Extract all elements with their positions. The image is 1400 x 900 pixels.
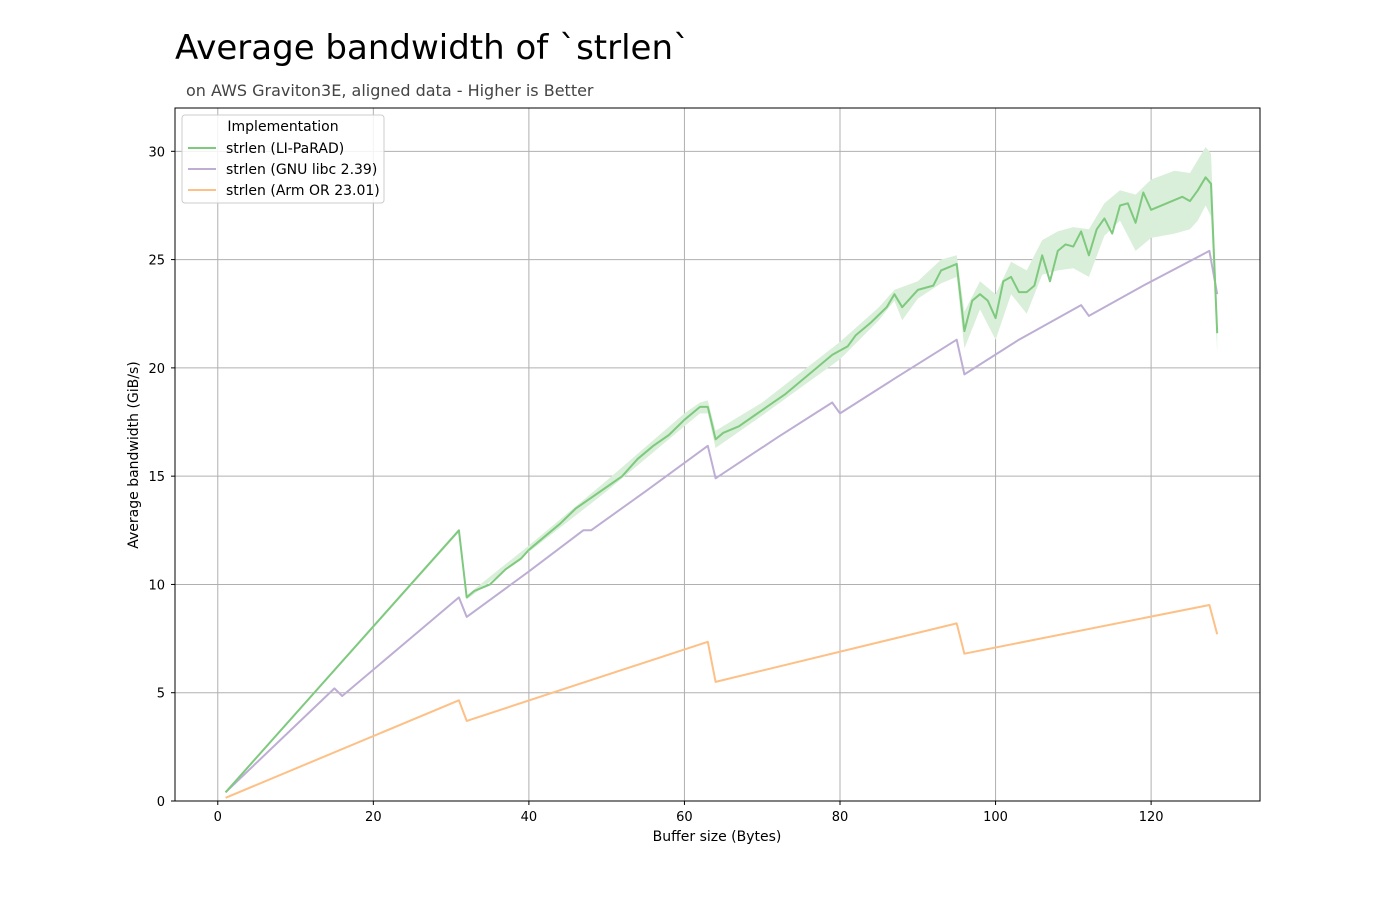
x-axis-label: Buffer size (Bytes) (653, 829, 782, 845)
legend-label-gnu-libc: strlen (GNU libc 2.39) (226, 162, 377, 178)
x-tick-label: 40 (521, 810, 538, 825)
x-tick-label: 100 (983, 810, 1008, 825)
chart-subtitle: on AWS Graviton3E, aligned data - Higher… (186, 81, 594, 100)
confidence-band (225, 147, 1218, 794)
y-tick-label: 5 (157, 687, 165, 702)
x-tick-label: 60 (676, 810, 693, 825)
plot-frame (174, 107, 1261, 802)
y-tick-label: 0 (157, 795, 165, 810)
y-tick-label: 25 (148, 254, 165, 269)
li-parad-confidence-band (225, 147, 1218, 794)
legend-box (181, 114, 385, 204)
x-tick-label: 120 (1139, 810, 1164, 825)
series-lines (224, 176, 1219, 799)
y-axis-ticks: 0 5 10 15 20 25 30 (148, 145, 175, 810)
legend-title: Implementation (227, 119, 338, 135)
series-line-gnu-libc (224, 249, 1219, 794)
y-axis-label: Average bandwidth (GiB/s) (126, 361, 142, 548)
y-tick-label: 15 (148, 470, 165, 485)
y-tick-label: 20 (148, 362, 165, 377)
x-axis-ticks: 0 20 40 60 80 100 120 (214, 801, 1164, 825)
y-tick-label: 30 (148, 145, 165, 160)
legend-label-arm-or: strlen (Arm OR 23.01) (226, 183, 380, 199)
legend-label-li-parad: strlen (LI-PaRAD) (226, 141, 344, 157)
series-line-li-parad (224, 176, 1219, 793)
chart-title: Average bandwidth of `strlen` (175, 28, 691, 68)
series-line-arm-or (225, 604, 1219, 799)
grid-lines (175, 108, 1260, 802)
x-tick-label: 80 (832, 810, 849, 825)
legend: Implementation strlen (LI-PaRAD) strlen … (181, 114, 385, 204)
x-tick-label: 0 (214, 810, 222, 825)
x-tick-label: 20 (365, 810, 382, 825)
y-tick-label: 10 (148, 578, 165, 593)
